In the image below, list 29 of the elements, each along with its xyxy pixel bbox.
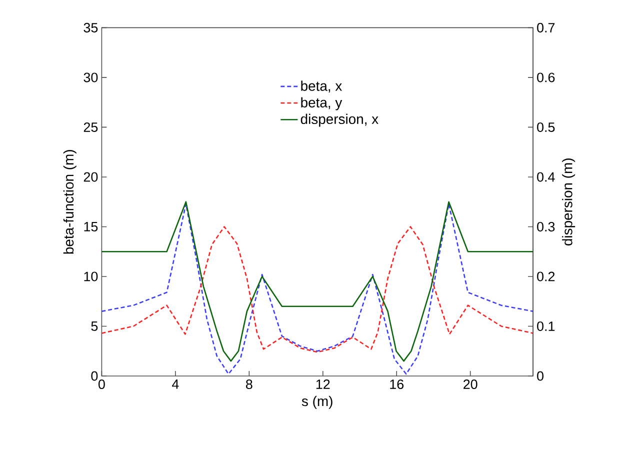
x-tick-label: 4 [172,380,179,389]
y-tick-label: 5 [91,322,98,331]
y-tick-label: 25 [84,122,98,132]
x-tick-label: 20 [464,380,478,390]
y2-tick-label: 0.6 [537,72,555,82]
x-tick-label: 16 [390,380,404,390]
line-series [102,226,534,353]
y2-tick-label: 0.4 [537,172,555,182]
y-tick-label: 35 [84,22,98,32]
x-tick-label: 8 [246,380,252,390]
y-tick-label: 10 [84,272,98,282]
y2-axis-title: dispersion (m) [562,158,576,246]
y2-tick-label: 0.2 [537,272,555,282]
x-axis-title: s (m) [302,396,332,409]
y2-tick-label: 0.1 [537,321,555,331]
y-tick-label: 15 [84,222,98,232]
legend-label: dispersion, x [300,114,378,127]
y-axis-title: beta-function (m) [63,150,76,254]
y-tick-label: 0 [91,371,98,381]
y2-tick-label: 0 [537,371,544,381]
x-tick-label: 12 [316,380,330,389]
y2-tick-label: 0.5 [537,122,555,132]
y-tick-label: 20 [84,172,98,182]
y2-tick-label: 0.7 [537,22,555,32]
x-tick-label: 0 [98,380,105,390]
y-tick-label: 30 [84,72,98,82]
legend-label: beta, x [301,80,342,93]
y2-tick-label: 0.3 [537,222,555,232]
legend-label: beta, y [301,97,342,110]
